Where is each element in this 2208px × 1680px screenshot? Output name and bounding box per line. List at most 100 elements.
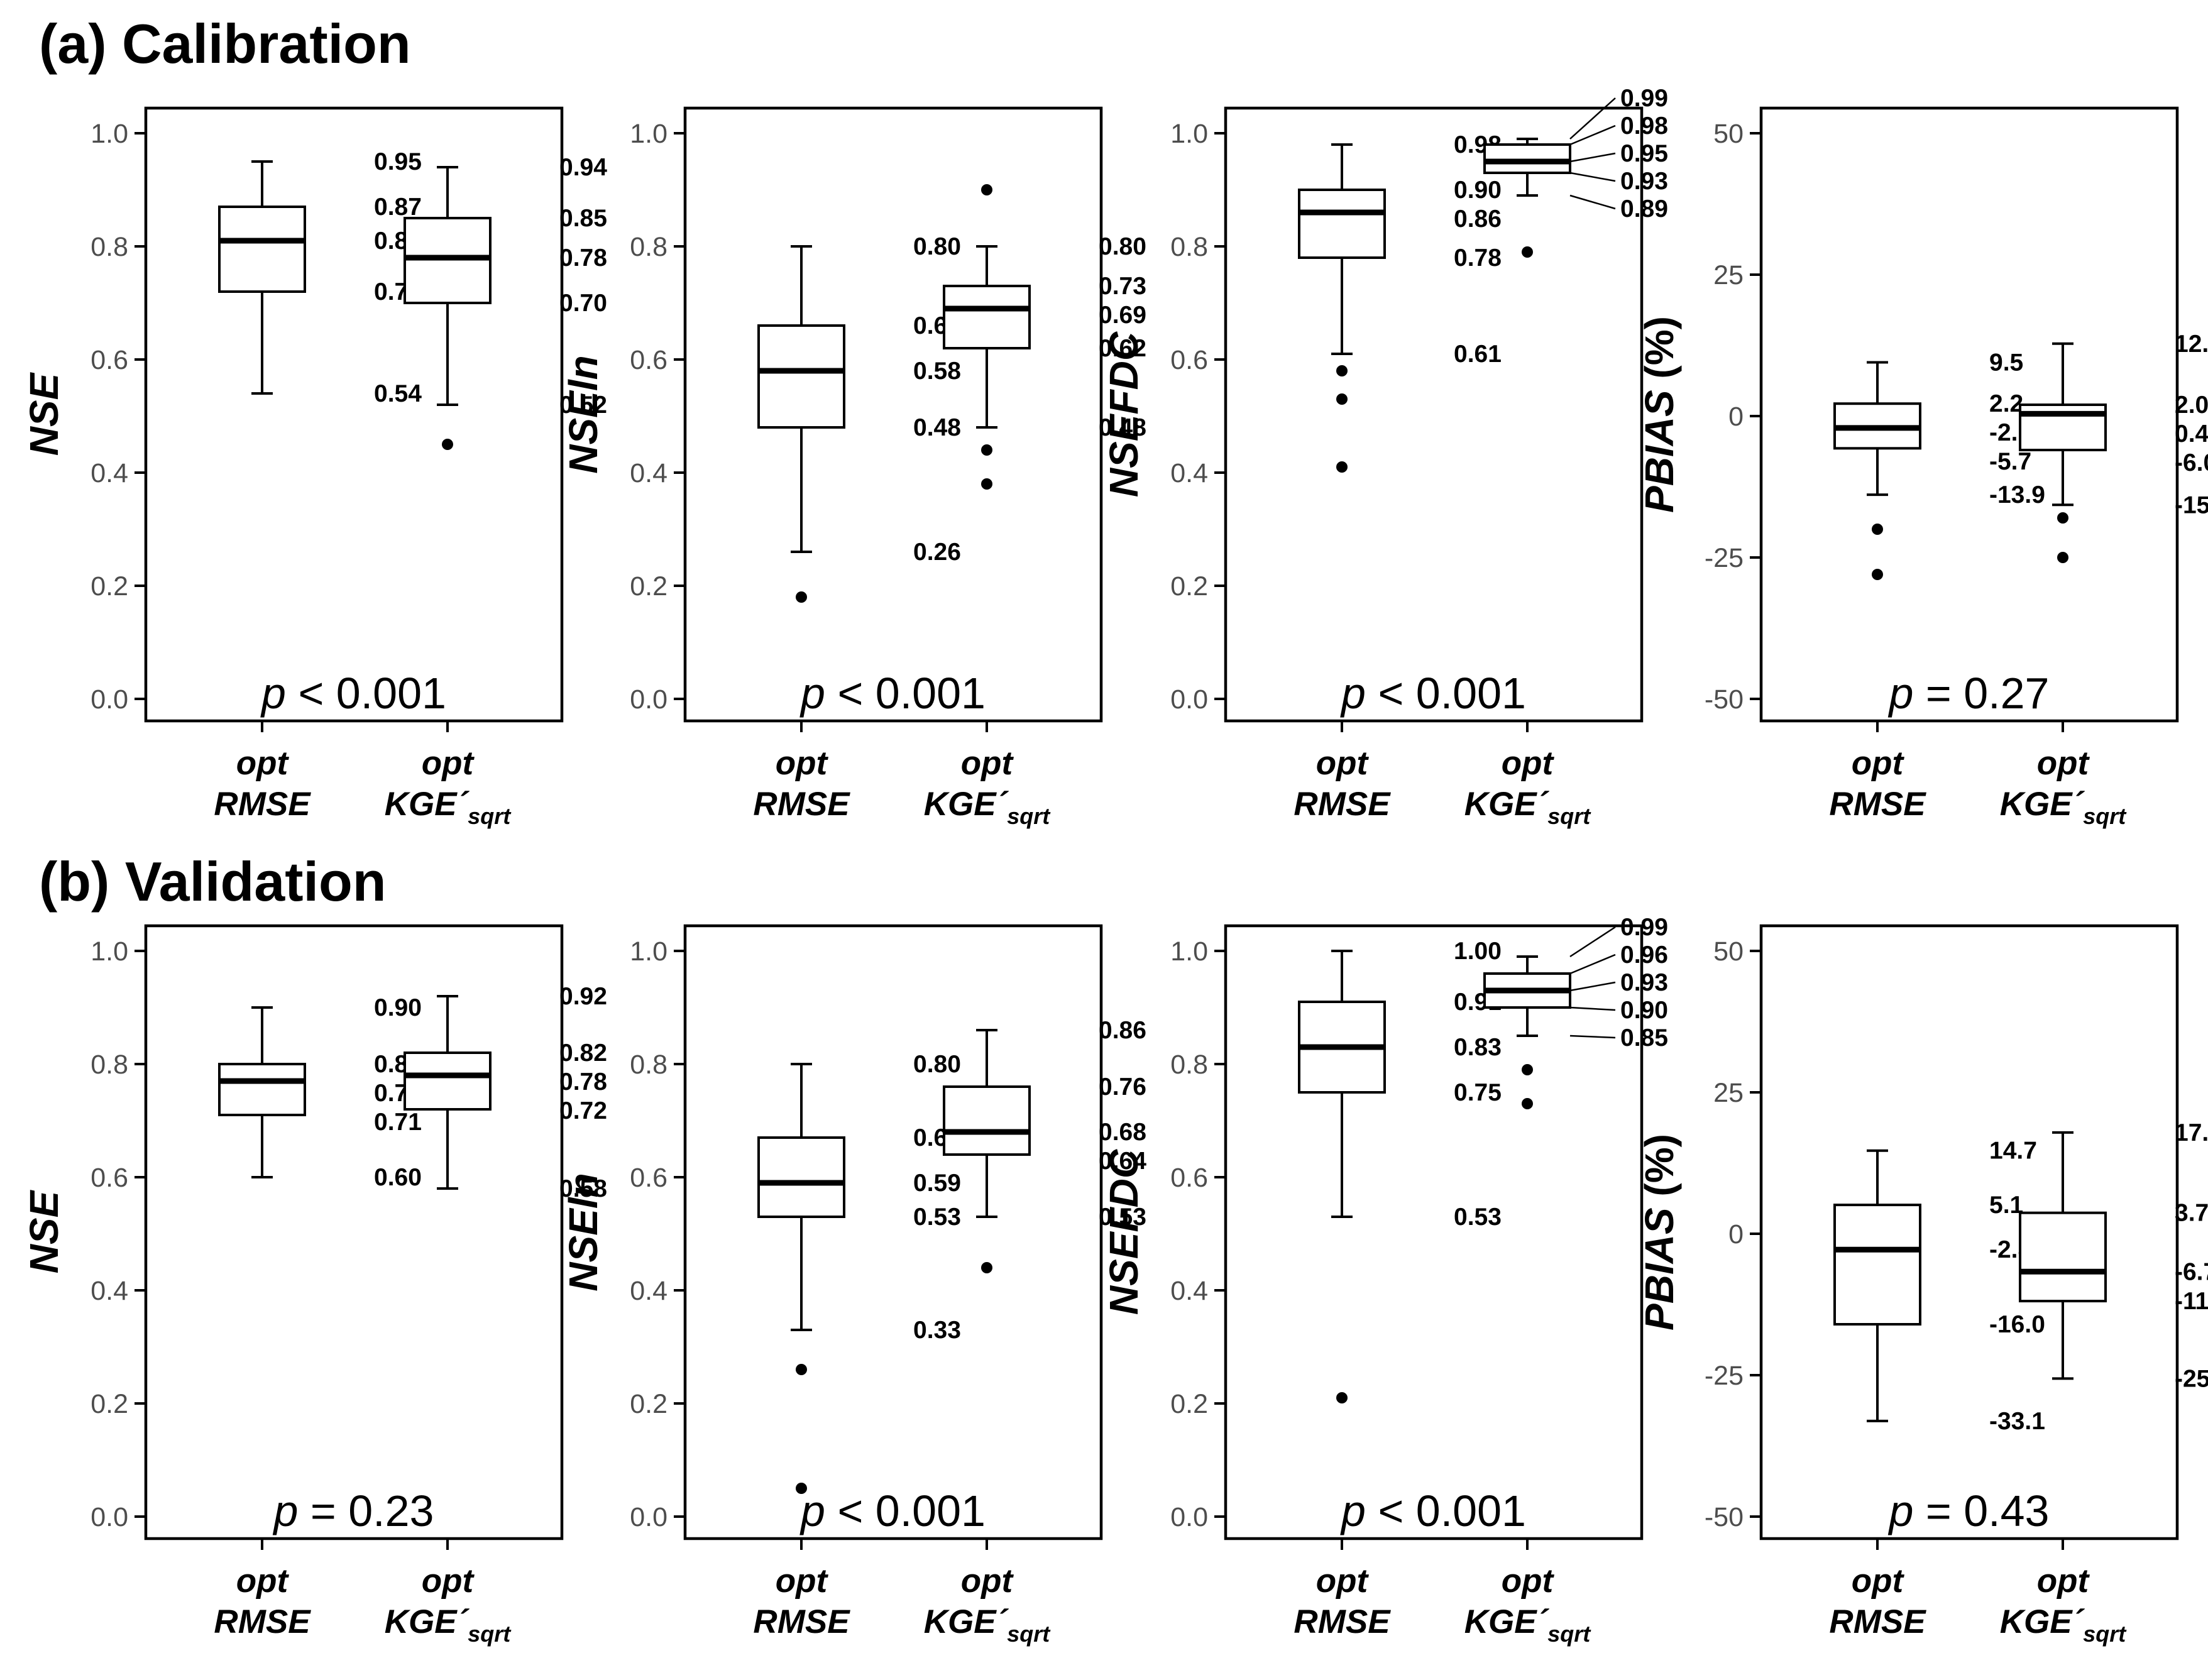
callout-leader (1569, 1006, 1616, 1011)
value-label: 0.48 (913, 414, 961, 441)
p-value: p < 0.001 (1340, 1486, 1526, 1535)
x-category-line2: RMSE (1293, 786, 1391, 823)
value-label: 0.93 (1620, 969, 1668, 996)
y-axis-label: NSEFDC (1101, 331, 1146, 497)
p-value: p = 0.23 (273, 1486, 434, 1535)
outlier-point (981, 184, 992, 195)
value-label: -25.6 (2175, 1365, 2208, 1392)
iqr-box (757, 324, 845, 429)
value-label: 0.33 (913, 1317, 961, 1344)
iqr-box (1298, 189, 1386, 259)
iqr-box (2019, 1211, 2107, 1303)
value-label: -16.0 (1989, 1311, 2045, 1338)
value-label: 2.2 (1989, 390, 2023, 417)
y-tick-label: 1.0 (630, 119, 667, 149)
y-tick-label: 0.6 (1170, 345, 1208, 375)
iqr-box (757, 1136, 845, 1218)
x-category-line2: KGE´sqrt (924, 786, 1052, 829)
value-label: 5.1 (1989, 1192, 2023, 1219)
value-label: 0.80 (1099, 233, 1146, 260)
value-label: 0.99 (1620, 85, 1668, 112)
y-tick-label: 0.8 (1170, 1050, 1208, 1080)
x-category-line2: RMSE (1829, 786, 1926, 823)
value-label: -33.1 (1989, 1408, 2045, 1435)
y-tick-label: 0.0 (1170, 1502, 1208, 1532)
y-tick-label: 0.6 (630, 345, 667, 375)
y-tick-label: 0.0 (1170, 684, 1208, 715)
outlier-point (796, 1483, 807, 1494)
outlier-point (1336, 365, 1348, 376)
value-label: 17.9 (2175, 1119, 2208, 1146)
y-tick-label: 0.4 (630, 458, 667, 488)
plot-frame (1759, 924, 2179, 1540)
y-tick-label: 1.0 (1170, 936, 1208, 967)
x-category-line2: KGE´sqrt (1464, 786, 1592, 829)
iqr-box (943, 1085, 1031, 1156)
y-tick-label: 1.0 (1170, 119, 1208, 149)
value-label: 0.90 (1620, 997, 1668, 1024)
value-label: 0.86 (1099, 1017, 1146, 1044)
y-tick-label: 0.2 (1170, 1389, 1208, 1419)
value-label: 0.59 (913, 1170, 961, 1197)
value-label: 0.58 (559, 1175, 607, 1202)
x-category-line1: opt (422, 1562, 475, 1600)
value-label: 0.61 (1454, 341, 1502, 368)
value-label: 0.86 (1454, 206, 1502, 233)
outlier-point (1522, 1064, 1533, 1075)
p-value: p = 0.27 (1888, 669, 2050, 718)
value-label: 0.52 (559, 392, 607, 419)
outlier-point (796, 591, 807, 603)
plot-frame (1759, 106, 2179, 723)
value-label: 0.90 (374, 994, 422, 1021)
value-label: 0.95 (374, 148, 422, 175)
x-category-line1: opt (1502, 1562, 1555, 1600)
value-label: 12.8 (2175, 331, 2208, 358)
box-opt-rmse: 0.950.870.810.720.54 (218, 148, 422, 407)
iqr-box (218, 1063, 306, 1116)
outlier-point (1522, 1098, 1533, 1109)
y-tick-label: 0 (1728, 402, 1744, 432)
value-label: 0.70 (559, 290, 607, 317)
value-label: 0.58 (913, 358, 961, 385)
y-tick-label: 0.6 (630, 1163, 667, 1193)
value-label: 0.69 (1099, 302, 1146, 329)
value-label: 0.64 (1099, 1148, 1146, 1175)
callout-leader (1569, 981, 1616, 992)
p-value: p = 0.43 (1888, 1486, 2050, 1535)
value-label: -5.7 (1989, 448, 2031, 475)
iqr-box (218, 206, 306, 293)
value-label: 3.7 (2175, 1200, 2208, 1227)
y-tick-label: 1.0 (630, 936, 667, 967)
x-category-line1: opt (961, 1562, 1014, 1600)
p-value: p < 0.001 (799, 1486, 986, 1535)
value-label: 0.26 (913, 539, 961, 566)
plot-frame (144, 106, 564, 723)
y-tick-label: 25 (1713, 260, 1744, 290)
value-label: 0.68 (1099, 1119, 1146, 1146)
x-category-line2: KGE´sqrt (2000, 1603, 2128, 1647)
y-tick-label: 0.4 (1170, 1276, 1208, 1306)
y-tick-label: 0.6 (91, 345, 128, 375)
panel-nsefdc-calibration: 0.0 0.2 0.4 0.6 0.8 1.0 NSEFDC opt RMSE opt KGE´sq… (1101, 85, 1668, 829)
value-label: 9.5 (1989, 349, 2023, 376)
y-tick-label: 0.4 (1170, 458, 1208, 488)
value-label: 0.60 (374, 1164, 422, 1191)
value-label: 0.75 (1454, 1079, 1502, 1106)
value-label: 0.80 (913, 233, 961, 260)
y-tick-label: 0.2 (630, 571, 667, 601)
x-category-line2: RMSE (1293, 1603, 1391, 1640)
box-opt-rmse: 0.800.660.580.480.26 (757, 233, 961, 603)
x-category-line2: KGE´sqrt (924, 1603, 1052, 1647)
y-tick-label: 0.6 (1170, 1163, 1208, 1193)
iqr-box (1833, 1204, 1921, 1326)
y-tick-label: -25 (1705, 543, 1744, 573)
iqr-box (943, 285, 1031, 349)
value-label: 0.85 (559, 205, 607, 232)
panel-pbias-calibration: -50 -25 0 25 50 PBIAS (%) opt RMSE opt KGE´sqrt 9.… (1637, 106, 2208, 829)
value-label: 0.98 (1620, 113, 1668, 140)
callout-leader (1569, 124, 1616, 146)
value-label: -13.9 (1989, 481, 2045, 508)
